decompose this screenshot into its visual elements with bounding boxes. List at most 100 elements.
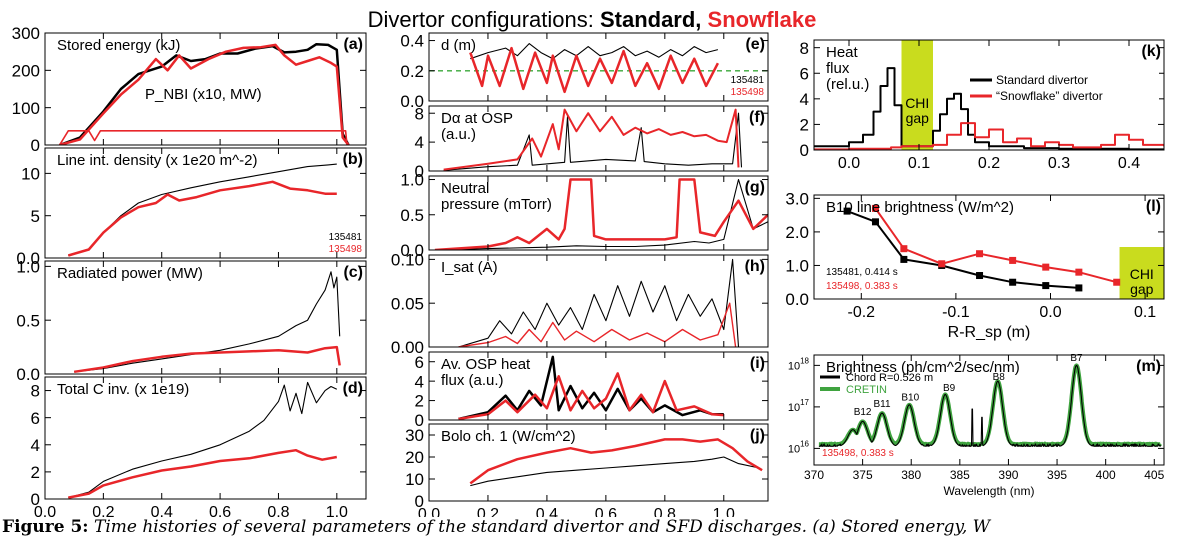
ytick-label: 1.0	[400, 171, 424, 190]
xtick-label: 370	[804, 468, 824, 482]
panel-letter: (m)	[1136, 358, 1161, 375]
panel-sublabel: flux (a.u.)	[441, 372, 504, 389]
panel-label: Brightness (ph/cm^2/sec/nm)	[826, 359, 1020, 376]
series-group	[814, 67, 1164, 150]
panel-label: Radiated power (MW)	[57, 265, 203, 282]
panel-sublabel: P_NBI (x10, MW)	[145, 86, 262, 103]
axes-frame	[428, 423, 769, 502]
ytick-label: 2	[31, 463, 40, 482]
xtick-label: 0.6	[209, 504, 231, 517]
panel-letter: (e)	[745, 36, 765, 53]
panel-label: I_sat (A)	[441, 259, 498, 276]
panel-label: B10 line brightness (W/m^2)	[826, 199, 1014, 216]
xtick-label: -0.2	[848, 304, 876, 321]
series-line-standard	[470, 456, 760, 487]
caption-label: Figure 5:	[2, 517, 89, 537]
axes-frame	[44, 147, 367, 259]
series-line-snowflake	[58, 130, 348, 145]
figure-title: Divertor configurations: Standard, Snowf…	[368, 7, 817, 32]
axes-frame	[44, 376, 367, 500]
panel-letter: (g)	[745, 179, 765, 196]
series-line-standard	[846, 210, 1079, 289]
series-line-standard	[818, 364, 1162, 447]
xtick-label: 0.0	[1039, 304, 1061, 321]
data-point	[1042, 282, 1050, 290]
panel-letter: (a)	[343, 36, 363, 53]
chi-gap-band	[1119, 247, 1164, 299]
panel-label: d (m)	[441, 37, 476, 54]
ytick-label: 4	[31, 436, 40, 455]
panel-letter: (l)	[1146, 198, 1161, 215]
data-point	[1113, 278, 1121, 286]
ytick-label: 6	[800, 64, 809, 83]
series-group	[458, 355, 724, 420]
chi-gap-label: gap	[1130, 281, 1154, 297]
data-point	[1075, 268, 1083, 276]
panel-label: Stored energy (kJ)	[57, 37, 180, 54]
data-point	[900, 255, 908, 263]
ytick-label: 1.0	[785, 257, 809, 276]
shot-label: 135498, 0.383 s	[826, 281, 898, 292]
panel-label: Av. OSP heat	[441, 356, 531, 373]
ytick-label: 2.0	[785, 223, 809, 242]
x-axis-label: R-R_sp (m)	[948, 324, 1031, 341]
spectral-line-label: B10	[901, 393, 919, 404]
shot-label: 135498	[731, 87, 765, 98]
panel-letter: (b)	[343, 151, 363, 168]
xtick-label: 0.0	[838, 155, 860, 172]
panel-f: 0 4 8 Dα at OSP(a.u.) (f)	[415, 104, 769, 181]
xtick-label: 0.6	[595, 506, 617, 517]
xtick-label: 0.4	[1118, 155, 1140, 172]
ytick-label: 1017	[788, 398, 810, 414]
spectral-line-label: B7	[1070, 353, 1083, 364]
ytick-label: 1.0	[16, 258, 40, 277]
xtick-label: 0.2	[92, 504, 114, 517]
data-point	[900, 245, 908, 253]
chi-gap-label: gap	[906, 110, 930, 126]
xtick-label: 405	[1144, 468, 1164, 482]
xtick-label: 0.0	[34, 504, 56, 517]
ytick-label: 0.0	[16, 249, 40, 268]
ytick-label: 0	[31, 490, 40, 509]
series-line-snowflake	[469, 46, 720, 94]
xtick-label: 0.3	[1048, 155, 1070, 172]
xtick-label: 1.0	[326, 504, 348, 517]
series-line-snowflake	[74, 345, 341, 374]
series-line-snowflake	[67, 180, 337, 257]
ytick-label: 0.4	[400, 32, 424, 51]
xtick-label: 385	[950, 468, 970, 482]
series-line-standard	[68, 381, 338, 499]
panel-c: 0.0 0.5 1.0 Radiated power (MW) (c)	[16, 258, 367, 384]
ytick-label: 8	[31, 382, 40, 401]
panel-label: Bolo ch. 1 (W/cm^2)	[441, 428, 576, 445]
series-line-standard	[68, 163, 337, 257]
series-line-snowflake	[458, 302, 737, 347]
series-group	[817, 363, 1163, 447]
xtick-label: 395	[1047, 468, 1067, 482]
ytick-label: 5	[31, 207, 40, 226]
series-line-standard	[470, 43, 719, 60]
axes-frame	[428, 32, 769, 102]
data-point	[1042, 263, 1050, 271]
shot-label: 135481	[731, 75, 765, 86]
ytick-label: 4	[415, 372, 424, 391]
x-axis-label: Wavelength (nm)	[944, 484, 1035, 498]
ytick-label: 30	[405, 426, 424, 445]
axes-frame	[813, 354, 1165, 466]
xtick-label: 400	[1096, 468, 1116, 482]
series-group	[67, 163, 337, 257]
xtick-label: 390	[998, 468, 1018, 482]
ytick-label: 10	[405, 470, 424, 489]
data-point	[871, 218, 879, 226]
data-point	[843, 207, 851, 215]
series-line-standard	[458, 258, 740, 347]
panel-m: 1016 1017 1018 370 375 380 385 390 395 400 405 Wave…	[788, 353, 1165, 498]
shot-label: 135498	[329, 244, 363, 255]
ytick-label: 200	[12, 61, 40, 80]
spectral-line-label: B12	[854, 407, 872, 418]
figure-caption: Figure 5: Time histories of several para…	[2, 517, 1187, 537]
data-point	[1009, 278, 1017, 286]
